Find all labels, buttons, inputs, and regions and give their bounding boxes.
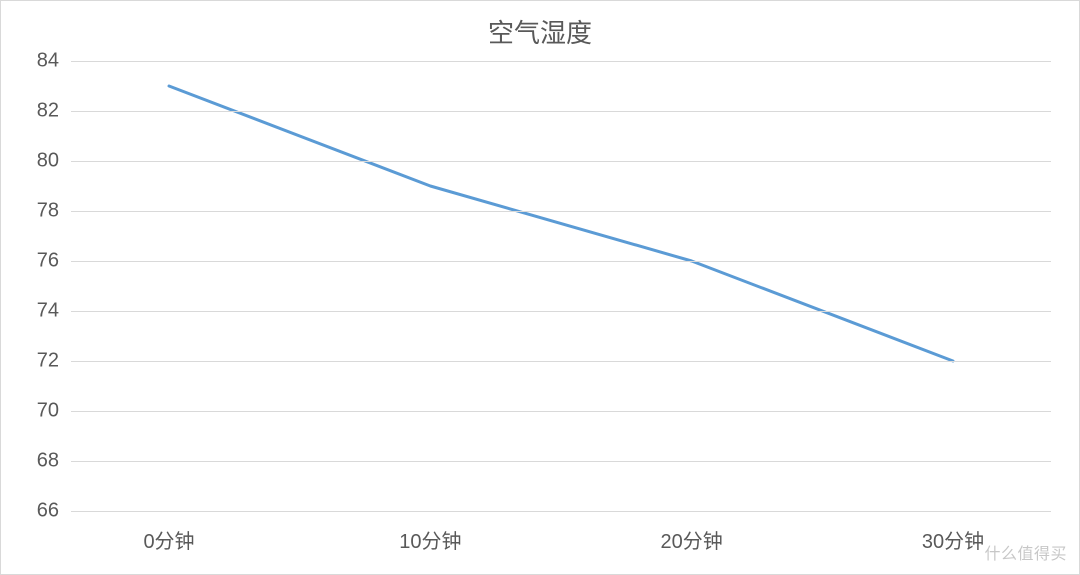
x-axis-label: 30分钟 [922,511,984,554]
x-axis-label: 20分钟 [661,511,723,554]
watermark-text: 什么值得买 [984,540,1067,564]
gridline [71,161,1051,162]
y-axis-label: 80 [37,150,71,173]
gridline [71,311,1051,312]
gridline [71,461,1051,462]
gridline [71,261,1051,262]
y-axis-label: 74 [37,300,71,323]
x-axis-label: 10分钟 [399,511,461,554]
y-axis-label: 70 [37,400,71,423]
gridline [71,211,1051,212]
y-axis-label: 68 [37,450,71,473]
y-axis-label: 78 [37,200,71,223]
plot-area: 666870727476788082840分钟10分钟20分钟30分钟 [71,61,1051,511]
data-line [169,86,953,361]
gridline [71,361,1051,362]
gridline [71,111,1051,112]
chart-container: 空气湿度 666870727476788082840分钟10分钟20分钟30分钟… [0,0,1080,575]
chart-title: 空气湿度 [1,13,1079,50]
y-axis-label: 84 [37,50,71,73]
y-axis-label: 66 [37,500,71,523]
gridline [71,511,1051,512]
y-axis-label: 72 [37,350,71,373]
gridline [71,411,1051,412]
gridline [71,61,1051,62]
x-axis-label: 0分钟 [143,511,194,554]
chart-line-layer [71,61,1051,511]
y-axis-label: 82 [37,100,71,123]
y-axis-label: 76 [37,250,71,273]
